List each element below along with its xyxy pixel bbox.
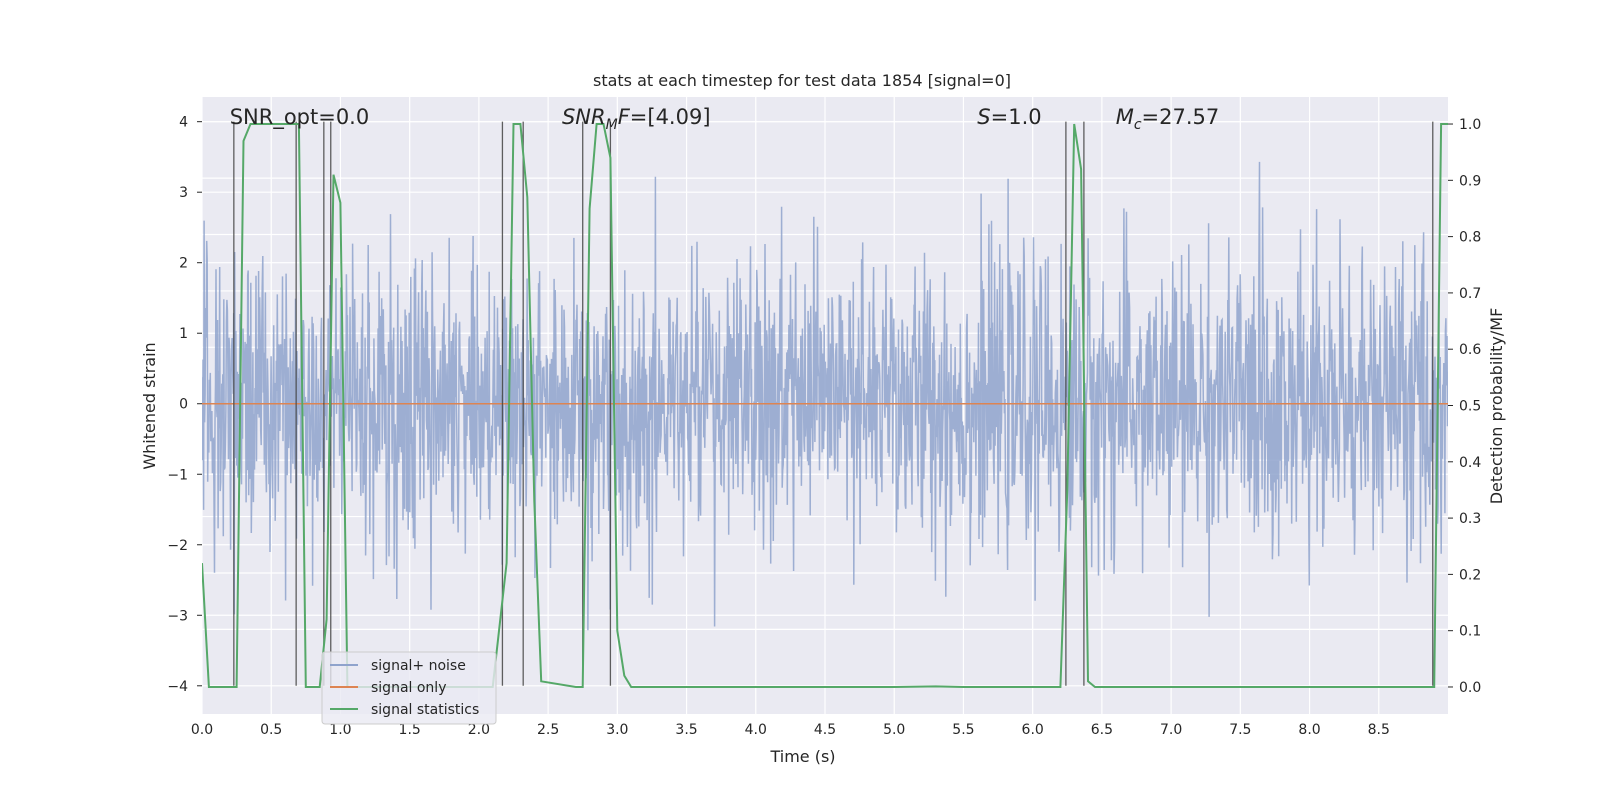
y2-tick-label: 0.7 bbox=[1459, 286, 1481, 302]
y-tick-label: 0 bbox=[179, 397, 188, 413]
annotation: S=1.0 bbox=[977, 105, 1041, 129]
y-tick-labels: 4 3 2 1 0 −1 −2 −3 −4 bbox=[167, 115, 202, 695]
y2-tick-label: 0.8 bbox=[1459, 230, 1481, 246]
y2-tick-label: 0.3 bbox=[1459, 511, 1481, 527]
x-tick-label: 1.5 bbox=[399, 722, 421, 738]
x-tick-labels: 0.0 0.5 1.0 1.5 2.0 2.5 3.0 3.5 4.0 4.5 5.0 5.5 6.0 6… bbox=[191, 722, 1390, 738]
legend-label-stats: signal statistics bbox=[371, 702, 479, 718]
y2-tick-label: 0.5 bbox=[1459, 399, 1481, 415]
y-tick-label: 3 bbox=[179, 185, 188, 201]
annotation: Mc=27.57 bbox=[1116, 105, 1220, 133]
y-tick-label: −1 bbox=[167, 467, 188, 483]
y-tick-label: −2 bbox=[167, 538, 188, 554]
x-tick-label: 0.5 bbox=[260, 722, 282, 738]
y2-tick-label: 0.1 bbox=[1459, 624, 1481, 640]
x-tick-label: 1.0 bbox=[329, 722, 351, 738]
noise-line bbox=[202, 161, 1448, 631]
annotations: SNR_opt=0.0 SNRMF=[4.09] S=1.0 Mc=27.57 bbox=[230, 105, 1220, 133]
annotation: SNRMF=[4.09] bbox=[562, 105, 711, 133]
x-tick-label: 4.0 bbox=[745, 722, 767, 738]
y2-tick-label: 0.9 bbox=[1459, 173, 1481, 189]
x-tick-label: 4.5 bbox=[814, 722, 836, 738]
secondary-y-gridlines bbox=[202, 121, 1448, 630]
x-tick-label: 7.0 bbox=[1160, 722, 1182, 738]
x-tick-label: 5.5 bbox=[952, 722, 974, 738]
y2-axis-label: Detection probability/MF bbox=[1487, 308, 1506, 505]
x-tick-label: 3.5 bbox=[675, 722, 697, 738]
y-tick-label: 2 bbox=[179, 256, 188, 272]
y-tick-label: 1 bbox=[179, 326, 188, 342]
x-tick-label: 8.0 bbox=[1298, 722, 1320, 738]
y-tick-label: −3 bbox=[167, 608, 188, 624]
y2-tick-label: 0.2 bbox=[1459, 567, 1481, 583]
stats-line bbox=[202, 123, 1448, 688]
x-tick-label: 2.0 bbox=[468, 722, 490, 738]
x-tick-label: 5.0 bbox=[883, 722, 905, 738]
x-tick-label: 7.5 bbox=[1229, 722, 1251, 738]
x-tick-label: 2.5 bbox=[537, 722, 559, 738]
x-tick-label: 6.0 bbox=[1022, 722, 1044, 738]
x-tick-label: 3.0 bbox=[606, 722, 628, 738]
y2-tick-label: 0.4 bbox=[1459, 455, 1481, 471]
x-axis-label: Time (s) bbox=[769, 747, 835, 766]
x-tick-label: 0.0 bbox=[191, 722, 213, 738]
y2-tick-label: 0.0 bbox=[1459, 680, 1481, 696]
stats-series bbox=[202, 123, 1448, 688]
noise-series bbox=[202, 161, 1448, 631]
x-tick-label: 8.5 bbox=[1368, 722, 1390, 738]
y-tick-label: −4 bbox=[167, 679, 188, 695]
x-tick-label: 6.5 bbox=[1091, 722, 1113, 738]
legend-label-signal-only: signal only bbox=[371, 680, 446, 696]
y2-tick-label: 1.0 bbox=[1459, 117, 1481, 133]
legend-label-noise: signal+ noise bbox=[371, 658, 466, 674]
y2-tick-labels: 1.0 0.9 0.8 0.7 0.6 0.5 0.4 0.3 0.2 0.1 0.0 bbox=[1448, 117, 1481, 696]
annotation: SNR_opt=0.0 bbox=[230, 105, 370, 130]
y-axis-label: Whitened strain bbox=[140, 342, 159, 469]
legend-box bbox=[321, 651, 497, 725]
y-tick-label: 4 bbox=[179, 115, 188, 131]
chart-title: stats at each timestep for test data 185… bbox=[593, 71, 1011, 90]
legend: signal+ noise signal only signal statist… bbox=[321, 651, 497, 725]
y2-tick-label: 0.6 bbox=[1459, 342, 1481, 358]
